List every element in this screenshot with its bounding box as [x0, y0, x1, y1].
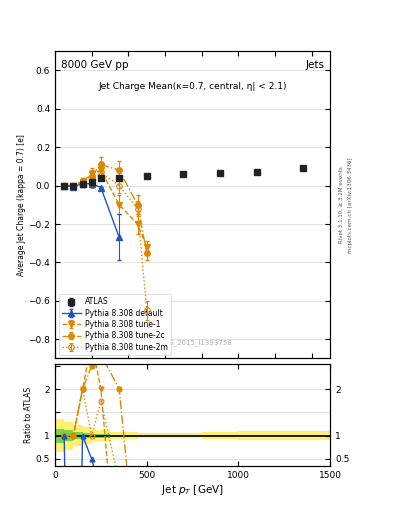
Text: mcplots.cern.ch [arXiv:1306.3436]: mcplots.cern.ch [arXiv:1306.3436] — [348, 157, 353, 252]
Text: Jet Charge Mean(κ=0.7, central, η| < 2.1): Jet Charge Mean(κ=0.7, central, η| < 2.1… — [98, 82, 287, 91]
Text: ATLAS_2015_I1393758: ATLAS_2015_I1393758 — [153, 339, 232, 346]
Y-axis label: Ratio to ATLAS: Ratio to ATLAS — [24, 387, 33, 443]
Text: Rivet 3.1.10, ≥ 3.2M events: Rivet 3.1.10, ≥ 3.2M events — [339, 166, 344, 243]
Text: 8000 GeV pp: 8000 GeV pp — [61, 60, 128, 71]
Legend: ATLAS, Pythia 8.308 default, Pythia 8.308 tune-1, Pythia 8.308 tune-2c, Pythia 8: ATLAS, Pythia 8.308 default, Pythia 8.30… — [59, 294, 171, 355]
X-axis label: Jet $p_T$ [GeV]: Jet $p_T$ [GeV] — [161, 482, 224, 497]
Text: Jets: Jets — [306, 60, 325, 71]
Y-axis label: Average Jet Charge (kappa = 0.7) [e]: Average Jet Charge (kappa = 0.7) [e] — [17, 134, 26, 276]
